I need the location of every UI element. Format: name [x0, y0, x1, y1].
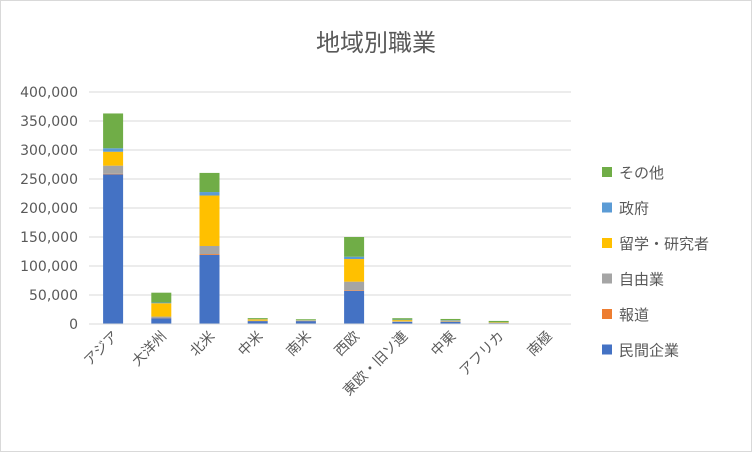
x-tick-label: アジア: [81, 329, 122, 370]
bar-segment: [247, 318, 268, 319]
bar-segment: [103, 151, 124, 166]
bar-segment: [103, 148, 124, 152]
bar-segment: [199, 172, 220, 193]
bar-segment: [488, 322, 509, 323]
bar-segment: [440, 320, 461, 322]
bar-segment: [199, 254, 220, 255]
x-tick-label: 南米: [284, 329, 315, 360]
bar-segment: [199, 245, 220, 255]
bar-segment: [344, 281, 365, 291]
y-tick-label: 150,000: [20, 230, 78, 246]
x-tick-label: 北米: [187, 329, 218, 360]
bar-segment: [151, 316, 172, 319]
bars: [103, 113, 509, 324]
bar-segment: [440, 320, 461, 321]
bar-segment: [344, 256, 365, 260]
legend-label: 政府: [619, 200, 649, 218]
bar-segment: [199, 195, 220, 246]
legend-swatch: [602, 309, 612, 319]
bar-segment: [199, 254, 220, 324]
legend-label: 報道: [619, 306, 649, 324]
bar-segment: [151, 302, 172, 304]
bar-segment: [392, 318, 413, 320]
y-tick-label: 350,000: [20, 114, 78, 130]
x-tick-label: アフリカ: [457, 329, 508, 380]
chart-title: 地域別職業: [316, 29, 436, 57]
bar-segment: [344, 237, 365, 257]
x-tick-label: 中米: [235, 329, 266, 360]
bar-segment: [344, 290, 365, 324]
y-tick-label: 50,000: [29, 288, 78, 304]
bar-segment: [103, 173, 124, 175]
bar-segment: [392, 321, 413, 324]
bar-segment: [103, 174, 124, 324]
legend-swatch: [602, 273, 612, 284]
bar-segment: [103, 165, 124, 174]
x-tick-label: 大洋州: [129, 329, 170, 370]
bar-segment: [247, 319, 268, 321]
legend-swatch: [602, 202, 612, 213]
bar-segment: [199, 192, 220, 196]
bar-segment: [103, 113, 124, 149]
y-tick-label: 250,000: [20, 172, 78, 188]
legend-swatch: [602, 167, 612, 177]
bar-segment: [344, 259, 365, 282]
legend-label: 留学・研究者: [619, 235, 709, 253]
x-tick-label: 中東: [428, 329, 459, 360]
y-tick-label: 200,000: [20, 201, 78, 217]
bar-segment: [151, 303, 172, 317]
legend-swatch: [602, 344, 612, 355]
bar-segment: [295, 321, 316, 324]
bar-segment: [440, 321, 461, 324]
gridlines: [89, 91, 571, 296]
bar-segment: [392, 320, 413, 322]
legend-label: 自由業: [619, 271, 664, 289]
legend-swatch: [602, 238, 612, 248]
legend-label: 民間企業: [619, 342, 679, 360]
y-tick-label: 400,000: [20, 85, 78, 101]
bar-segment: [247, 321, 268, 324]
bar-segment: [151, 292, 172, 303]
bar-segment: [151, 318, 172, 324]
bar-segment: [392, 321, 413, 322]
y-tick-label: 100,000: [20, 259, 78, 275]
bar-segment: [440, 318, 461, 321]
y-axis-ticks: 400,000 350,000 300,000 250,000 200,000 150,0…: [20, 85, 78, 333]
legend-label: その他: [619, 164, 664, 182]
x-tick-label: 西欧: [332, 329, 363, 360]
bar-segment: [488, 320, 509, 323]
x-tick-label: 南極: [525, 329, 556, 360]
y-tick-label: 300,000: [20, 143, 78, 159]
y-tick-label: 0: [69, 317, 78, 333]
bar-segment: [344, 290, 365, 291]
bar-segment: [295, 319, 316, 321]
